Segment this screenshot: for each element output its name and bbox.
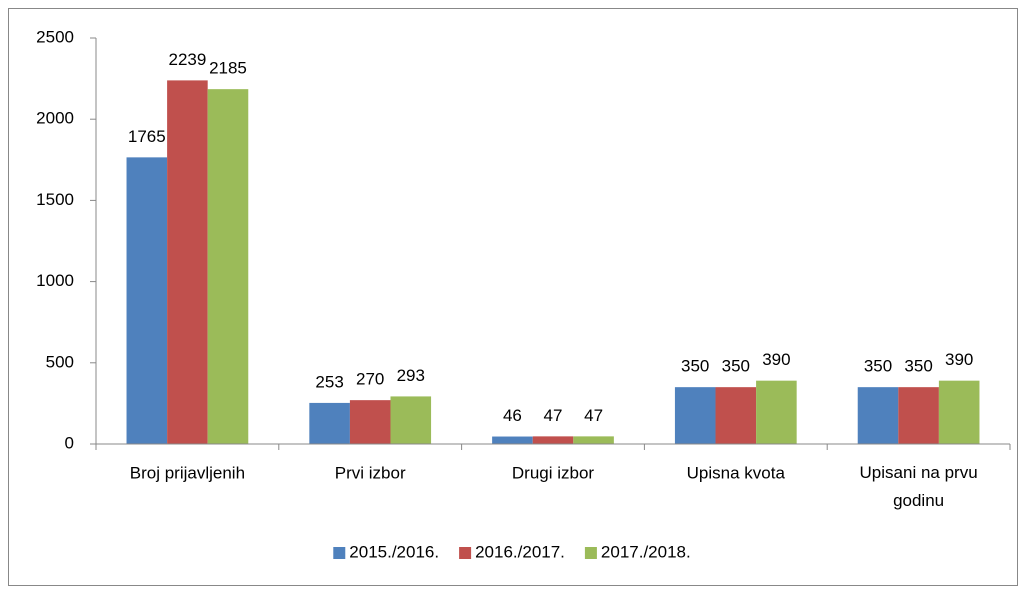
bar [167, 80, 208, 444]
legend-item: 2017./2018. [584, 542, 691, 561]
data-label: 390 [945, 350, 973, 369]
data-label: 270 [356, 370, 384, 389]
data-label: 2239 [168, 50, 206, 69]
y-tick-label: 500 [46, 352, 74, 371]
y-tick-label: 1500 [36, 190, 74, 209]
x-tick-label: Upisna kvota [687, 463, 786, 482]
data-label: 350 [864, 357, 892, 376]
data-label: 47 [584, 406, 603, 425]
bar [674, 387, 716, 444]
bar [938, 380, 980, 444]
bar [857, 387, 899, 444]
bar [756, 380, 797, 444]
legend-swatch [333, 547, 346, 559]
x-tick-label-line: godinu [893, 491, 944, 510]
data-label: 350 [722, 357, 750, 376]
bar [349, 400, 391, 444]
data-label: 293 [397, 366, 425, 385]
x-tick-label: Drugi izbor [512, 463, 595, 482]
bar [898, 387, 939, 444]
y-tick-label: 0 [65, 433, 74, 452]
legend-item: 2016./2017. [459, 542, 565, 561]
legend-label: 2015./2016. [349, 542, 439, 561]
bar [715, 387, 757, 444]
x-tick-label: Prvi izbor [335, 463, 406, 482]
data-label: 47 [544, 406, 563, 425]
legend-item: 2015./2016. [333, 542, 439, 561]
bar [390, 396, 432, 444]
data-label: 46 [503, 406, 522, 425]
bar [573, 436, 614, 444]
x-tick-label-line: Upisani na prvu [860, 463, 978, 482]
data-label: 253 [315, 372, 343, 391]
y-tick-label: 2000 [36, 109, 74, 128]
bar [532, 436, 574, 444]
y-tick-label: 2500 [36, 27, 74, 46]
bar [492, 436, 533, 444]
y-tick-label: 1000 [36, 271, 74, 290]
legend-label: 2017./2018. [601, 542, 691, 561]
x-tick-label: Broj prijavljenih [130, 463, 245, 482]
legend-swatch [459, 547, 472, 559]
bar [207, 89, 249, 444]
data-label: 2185 [209, 59, 247, 78]
bar [126, 157, 168, 444]
x-tick-label: Upisani na prvu godinu [860, 463, 978, 510]
legend-label: 2016./2017. [475, 542, 565, 561]
data-label: 390 [762, 350, 790, 369]
bar [309, 402, 350, 444]
data-label: 350 [904, 357, 932, 376]
data-label: 1765 [128, 127, 166, 146]
data-label: 350 [681, 357, 709, 376]
legend-swatch [584, 547, 597, 559]
